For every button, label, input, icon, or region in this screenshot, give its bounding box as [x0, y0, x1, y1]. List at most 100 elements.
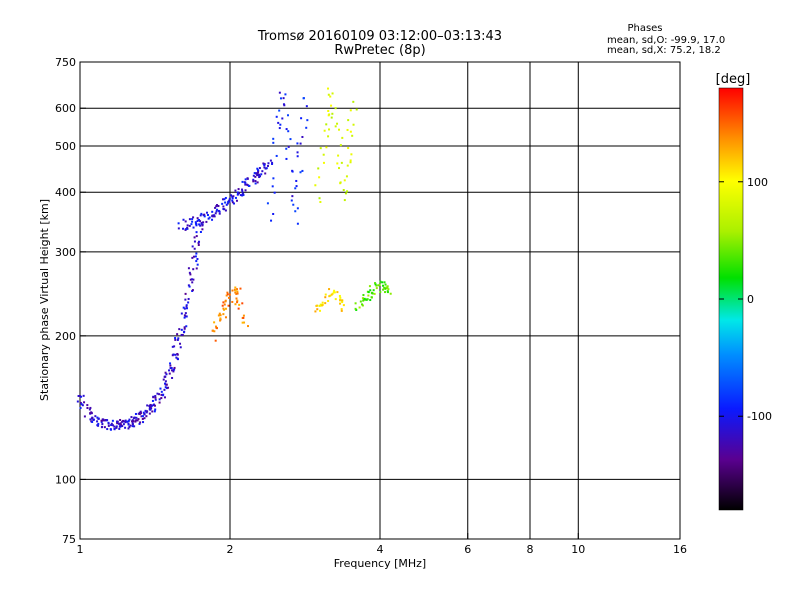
data-point: [192, 268, 195, 271]
data-point: [231, 195, 234, 198]
y-tick-label: 75: [62, 533, 76, 546]
data-point: [374, 282, 377, 285]
data-point: [334, 107, 337, 110]
data-point: [113, 427, 116, 430]
data-point: [80, 395, 83, 398]
data-point: [321, 304, 324, 307]
data-point: [174, 353, 177, 356]
data-point: [300, 117, 303, 120]
y-axis-label: Stationary phase Virtual Height [km]: [38, 199, 51, 401]
data-point: [287, 130, 290, 133]
data-point: [349, 159, 352, 162]
data-point: [137, 412, 140, 415]
data-point: [160, 390, 163, 393]
data-point: [243, 321, 246, 324]
data-point: [185, 315, 188, 318]
data-point: [126, 420, 129, 423]
data-point: [285, 128, 288, 131]
x-tick-label: 6: [464, 543, 471, 556]
data-point: [164, 383, 167, 386]
data-point: [90, 411, 93, 414]
data-point: [107, 422, 110, 425]
data-point: [133, 416, 136, 419]
data-point: [177, 222, 180, 225]
data-point: [200, 222, 203, 225]
data-point: [242, 316, 245, 319]
data-point: [110, 422, 113, 425]
data-point: [350, 153, 353, 156]
data-point: [172, 353, 175, 356]
data-point: [258, 167, 261, 170]
data-point: [328, 295, 331, 298]
data-point: [314, 184, 317, 187]
data-point: [258, 176, 261, 179]
data-point: [291, 169, 294, 172]
data-point: [226, 291, 229, 294]
data-point: [241, 302, 244, 305]
data-point: [373, 292, 376, 295]
data-point: [236, 191, 239, 194]
data-point: [327, 87, 330, 90]
data-point: [263, 166, 266, 169]
x-tick-label: 8: [527, 543, 534, 556]
data-point: [325, 146, 328, 149]
data-point: [176, 333, 179, 336]
data-point: [215, 327, 218, 330]
data-point: [213, 321, 216, 324]
data-point: [327, 93, 330, 96]
data-point: [272, 141, 275, 144]
data-point: [191, 281, 194, 284]
data-point: [359, 300, 362, 303]
data-point: [154, 398, 157, 401]
data-point: [272, 177, 275, 180]
data-point: [282, 97, 285, 100]
data-point: [222, 301, 225, 304]
data-point: [192, 255, 195, 258]
data-point: [193, 247, 196, 250]
data-point: [199, 230, 202, 233]
data-point: [187, 284, 190, 287]
data-point: [143, 417, 146, 420]
data-point: [374, 283, 377, 286]
data-point: [302, 97, 305, 100]
data-point: [330, 116, 333, 119]
data-point: [124, 426, 127, 429]
stats-line-x: mean, sd,X: 75.2, 18.2: [607, 45, 721, 56]
data-point: [305, 105, 308, 108]
data-point: [214, 212, 217, 215]
data-point: [206, 214, 209, 217]
data-point: [241, 194, 244, 197]
data-point: [256, 181, 259, 184]
data-point: [172, 370, 175, 373]
data-point: [131, 420, 134, 423]
data-point: [363, 297, 366, 300]
data-point: [336, 122, 339, 125]
data-point: [137, 418, 140, 421]
data-point: [83, 415, 86, 418]
data-point: [283, 104, 286, 107]
data-point: [270, 219, 273, 222]
data-point: [89, 412, 92, 415]
data-point: [342, 304, 345, 307]
data-point: [117, 422, 120, 425]
data-point: [168, 372, 171, 375]
data-point: [329, 95, 332, 98]
data-point: [127, 420, 130, 423]
data-point: [290, 199, 293, 202]
data-point: [138, 411, 141, 414]
x-axis-ticks: 1 2 4 6 8 10 16: [77, 533, 687, 556]
data-point: [211, 214, 214, 217]
data-point: [97, 422, 100, 425]
data-point: [244, 189, 247, 192]
data-point: [271, 162, 274, 165]
data-point: [234, 286, 237, 289]
data-point: [169, 362, 172, 365]
data-point: [138, 422, 141, 425]
data-point: [128, 425, 131, 428]
data-point: [185, 304, 188, 307]
data-point: [238, 303, 241, 306]
data-point: [277, 121, 280, 124]
data-point: [245, 183, 248, 186]
data-point: [142, 411, 145, 414]
data-point: [113, 425, 116, 428]
